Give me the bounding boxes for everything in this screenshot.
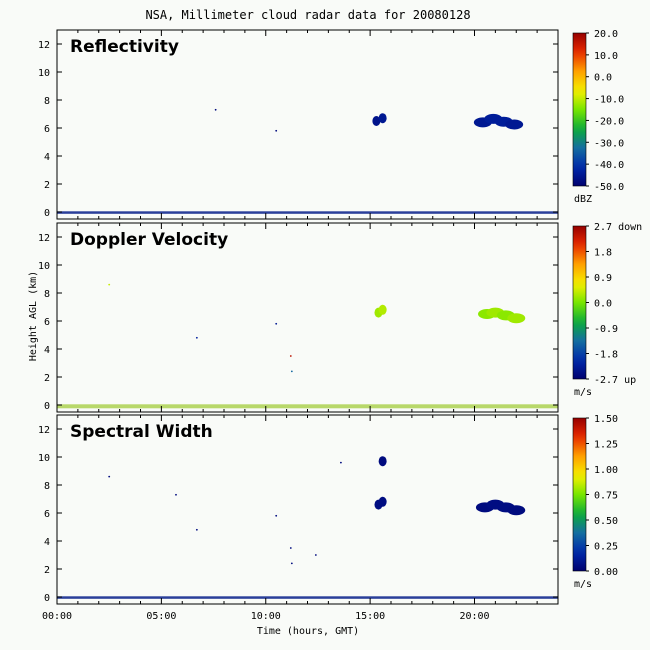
colorbar-label: 0.75 — [594, 491, 618, 502]
x-tick-label: 20:00 — [459, 611, 489, 622]
cloud-echo — [378, 113, 387, 124]
colorbar-label: 1.00 — [594, 465, 618, 476]
y-tick-label: 8 — [44, 96, 50, 107]
colorbar-unit: m/s — [574, 387, 592, 398]
panel-reflectivity: 0 2 4 6 8 10 12 Reflectivity 20.0 10.0 0.0 -10.0 -20… — [38, 29, 624, 220]
cloud-echo — [275, 129, 278, 132]
colorbar-label: -10.0 — [594, 95, 624, 106]
y-tick-label: 2 — [44, 565, 50, 576]
y-tick-label: 0 — [44, 208, 50, 219]
cloud-echo — [290, 562, 293, 565]
y-tick-label: 6 — [44, 317, 50, 328]
cloud-echo — [507, 505, 526, 516]
colorbar-unit: m/s — [574, 579, 592, 590]
y-tick-label: 0 — [44, 401, 50, 412]
colorbar-label: 1.8 — [594, 248, 612, 259]
x-tick-label: 00:00 — [42, 611, 72, 622]
y-tick-label: 10 — [38, 261, 50, 272]
surface-echo-band — [57, 404, 558, 409]
y-tick-label: 2 — [44, 373, 50, 384]
colorbar-label: 0.0 — [594, 73, 612, 84]
x-tick-label: 10:00 — [251, 611, 281, 622]
y-tick-label: 4 — [44, 537, 50, 548]
panel-title: Doppler Velocity — [70, 230, 228, 250]
panel-title: Reflectivity — [70, 37, 179, 57]
colorbar-label: 0.50 — [594, 516, 618, 527]
y-tick-label: 8 — [44, 289, 50, 300]
y-tick-label: 4 — [44, 152, 50, 163]
cloud-echo — [275, 514, 278, 517]
panel-doppler-velocity: 0 2 4 6 8 10 12 Doppler Velocity 2.7 down 1.8 0.9 0… — [38, 222, 642, 413]
colorbar-label: -30.0 — [594, 138, 624, 149]
y-tick-label: 6 — [44, 124, 50, 135]
surface-echo-band — [57, 596, 558, 599]
colorbar-label: 0.9 — [594, 273, 612, 284]
y-tick-label: 8 — [44, 481, 50, 492]
cloud-echo — [290, 370, 293, 373]
cloud-echo — [378, 456, 387, 467]
panel-spectral-width: 0 2 4 6 8 10 12 00:00 05:00 10:00 15:00 20:00 Spectr… — [38, 414, 618, 622]
y-tick-label: 10 — [38, 453, 50, 464]
cloud-echo — [108, 283, 111, 286]
y-tick-label: 10 — [38, 68, 50, 79]
cloud-echo — [378, 304, 387, 315]
colorbar-label: 0.0 — [594, 299, 612, 310]
colorbar-label: 2.7 down — [594, 222, 642, 233]
y-tick-label: 12 — [38, 40, 50, 51]
colorbar-label: 0.25 — [594, 542, 618, 553]
colorbar-label: -20.0 — [594, 116, 624, 127]
colorbar-label: 20.0 — [594, 29, 618, 40]
colorbar-label: 0.00 — [594, 567, 618, 578]
y-tick-label: 4 — [44, 345, 50, 356]
y-tick-label: 0 — [44, 593, 50, 604]
colorbar-label: -0.9 — [594, 324, 618, 335]
cloud-echo — [289, 547, 292, 549]
cloud-echo — [314, 554, 317, 556]
y-tick-label: 2 — [44, 180, 50, 191]
y-axis-label: Height AGL (km) — [28, 271, 39, 361]
y-tick-label: 12 — [38, 425, 50, 436]
cloud-echo — [195, 336, 198, 339]
colorbar-label: 1.50 — [594, 414, 618, 425]
cloud-echo — [175, 493, 177, 496]
colorbar — [572, 32, 587, 187]
colorbar-unit: dBZ — [574, 194, 592, 205]
surface-echo-band — [57, 211, 558, 214]
cloud-echo — [289, 355, 292, 357]
y-tick-label: 12 — [38, 233, 50, 244]
cloud-echo — [108, 475, 111, 478]
figure-title: NSA, Millimeter cloud radar data for 200… — [145, 8, 470, 22]
colorbar-label: 10.0 — [594, 51, 618, 62]
cloud-echo — [507, 313, 526, 324]
colorbar-label: -2.7 up — [594, 375, 636, 386]
cloud-echo — [505, 119, 524, 130]
cloud-echo — [340, 461, 342, 464]
cloud-echo — [214, 108, 217, 111]
cloud-echo — [275, 322, 278, 325]
cloud-echo — [378, 496, 387, 507]
colorbar — [572, 225, 587, 380]
colorbar — [572, 417, 587, 572]
colorbar-label: -40.0 — [594, 160, 624, 171]
colorbar-label: -1.8 — [594, 350, 618, 361]
cloud-echo — [372, 116, 381, 126]
cloud-echo — [195, 528, 198, 531]
x-tick-label: 15:00 — [355, 611, 385, 622]
y-tick-label: 6 — [44, 509, 50, 520]
panel-title: Spectral Width — [70, 422, 213, 442]
colorbar-label: 1.25 — [594, 440, 618, 451]
colorbar-label: -50.0 — [594, 182, 624, 193]
x-tick-label: 05:00 — [146, 611, 176, 622]
x-axis-label: Time (hours, GMT) — [257, 626, 359, 637]
